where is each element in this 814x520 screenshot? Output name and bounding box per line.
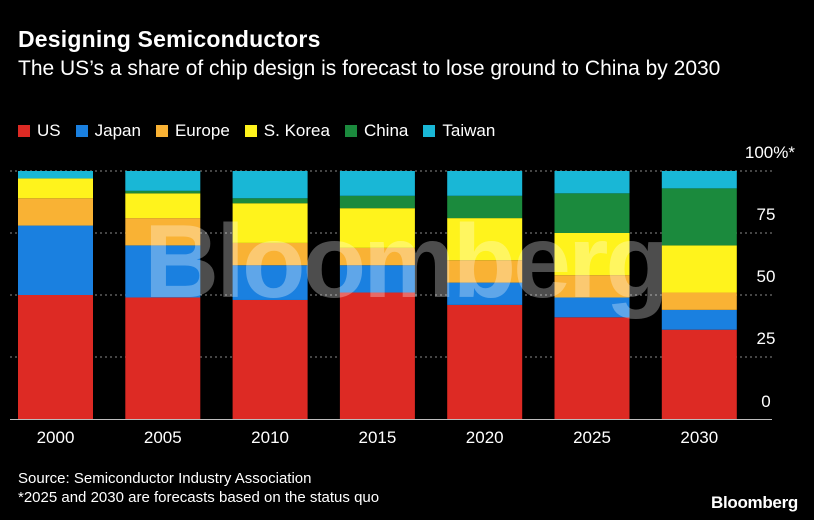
bar-segment-china xyxy=(232,198,308,204)
bar-segment-us xyxy=(554,317,630,419)
y-tick-label: 100%* xyxy=(745,143,795,162)
legend-label: Japan xyxy=(94,121,141,140)
bar-segment-japan xyxy=(554,297,630,318)
bar-segment-us xyxy=(18,295,93,419)
bar-segment-us xyxy=(339,292,415,419)
chart-title: Designing Semiconductors xyxy=(18,26,321,52)
bar-segment-europe xyxy=(125,218,201,246)
chart-source: Source: Semiconductor Industry Associati… xyxy=(18,469,379,507)
x-tick-label: 2020 xyxy=(466,428,504,447)
bar-segment-s-korea xyxy=(339,208,415,248)
bar-segment-us xyxy=(232,299,308,419)
legend-swatch xyxy=(344,125,357,137)
chart-subtitle: The US’s a share of chip design is forec… xyxy=(18,57,721,80)
y-tick-label: 25 xyxy=(757,329,776,348)
bar-segment-europe xyxy=(447,260,523,283)
bar-segment-taiwan xyxy=(554,171,630,194)
legend-swatch xyxy=(423,125,436,137)
bar-segment-europe xyxy=(339,247,415,266)
legend-label: Taiwan xyxy=(442,121,496,140)
legend-label: S. Korea xyxy=(263,121,330,140)
legend-item: S. Korea xyxy=(244,121,330,141)
bar-segment-china xyxy=(554,193,630,233)
bar-segment-taiwan xyxy=(339,171,415,196)
bar-segment-china xyxy=(661,188,737,246)
bar-segment-taiwan xyxy=(661,171,737,189)
bar-segment-s-korea xyxy=(447,218,523,261)
x-tick-label: 2025 xyxy=(573,428,611,447)
x-tick-label: 2010 xyxy=(251,428,289,447)
y-tick-label: 50 xyxy=(757,267,776,286)
bar-segment-europe xyxy=(18,198,93,226)
legend-label: US xyxy=(37,121,61,140)
x-tick-label: 2005 xyxy=(144,428,182,447)
bar-segment-europe xyxy=(661,292,737,310)
bar-segment-china xyxy=(339,195,415,209)
bar-segment-us xyxy=(447,304,523,419)
legend-item: US xyxy=(18,121,61,141)
legend-item: Japan xyxy=(75,121,141,141)
source-line: Source: Semiconductor Industry Associati… xyxy=(18,470,312,487)
bar-segment-japan xyxy=(125,245,201,298)
forecast-note: *2025 and 2030 are forecasts based on th… xyxy=(18,489,380,506)
y-tick-label: 0 xyxy=(761,392,770,411)
legend-label: Europe xyxy=(174,121,230,140)
bar-segment-japan xyxy=(447,282,523,305)
bar-segment-s-korea xyxy=(18,178,93,199)
legend-swatch xyxy=(244,125,257,137)
bloomberg-logo: Bloomberg xyxy=(710,493,798,512)
bar-segment-japan xyxy=(18,225,93,295)
legend-item: China xyxy=(344,121,409,141)
x-tick-label: 2000 xyxy=(37,428,75,447)
chart-legend: US Japan Europe S. Korea China Taiwan xyxy=(18,121,495,141)
bar-segment-japan xyxy=(339,265,415,293)
legend-label: China xyxy=(363,121,409,140)
chart-plot: 2000 2005 2010 2015 2020 2025 2030 0 25 50 75 100%*… xyxy=(10,143,795,447)
bar-segment-china xyxy=(125,190,201,194)
bar-segment-japan xyxy=(661,309,737,330)
bar-segment-taiwan xyxy=(447,171,523,196)
bar-segment-taiwan xyxy=(125,171,201,191)
bar-segment-china xyxy=(447,195,523,219)
bar-segment-us xyxy=(661,329,737,419)
bar-segment-taiwan xyxy=(232,171,308,199)
bar-segment-taiwan xyxy=(18,171,93,179)
legend-swatch xyxy=(75,125,88,137)
x-tick-label: 2030 xyxy=(680,428,718,447)
x-tick-label: 2015 xyxy=(358,428,396,447)
bar-segment-us xyxy=(125,297,201,419)
bar-segment-japan xyxy=(232,265,308,300)
legend-swatch xyxy=(155,125,168,137)
bar-segment-s-korea xyxy=(661,245,737,293)
bar-segment-s-korea xyxy=(232,203,308,243)
bar-segment-europe xyxy=(554,275,630,298)
legend-swatch xyxy=(18,125,30,137)
bar-segment-europe xyxy=(232,242,308,266)
y-tick-label: 75 xyxy=(757,205,776,224)
legend-item: Europe xyxy=(155,121,230,141)
bar-segment-s-korea xyxy=(554,233,630,276)
legend-item: Taiwan xyxy=(423,121,495,141)
bar-segment-s-korea xyxy=(125,193,201,219)
bloomberg-watermark: Bloomberg xyxy=(144,204,666,320)
